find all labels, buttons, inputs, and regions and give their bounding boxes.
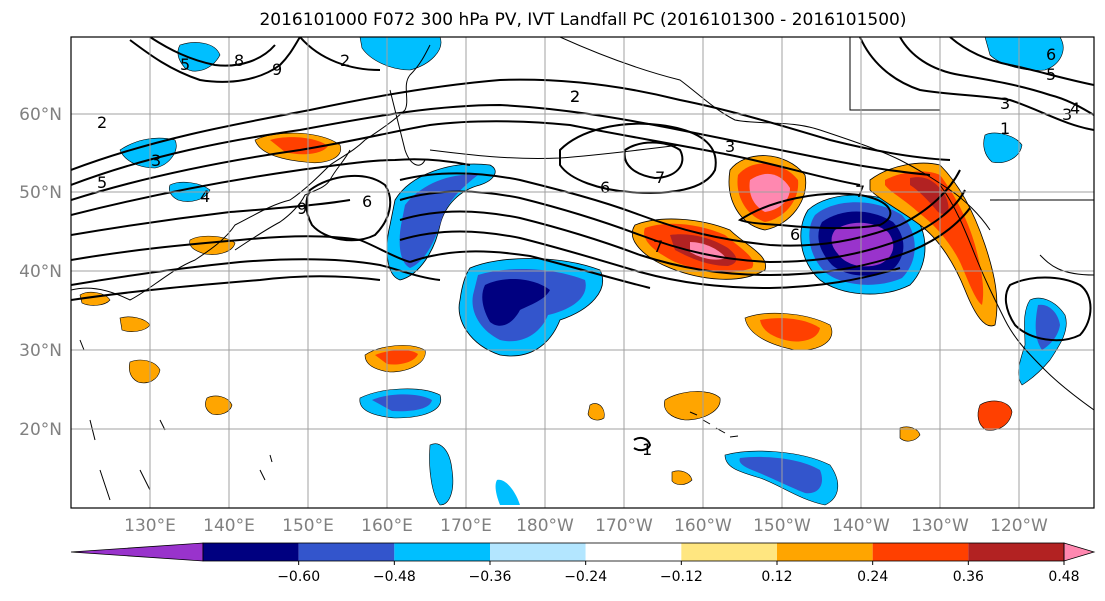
hawaii <box>689 411 739 438</box>
colorbar-extend-high <box>1063 542 1096 562</box>
contour-label: 6 <box>362 192 372 211</box>
lat-label: 50°N <box>19 183 62 203</box>
map-content: 2 2 8 9 2 3 5 4 6 9 5 2 3 6 7 7 6 7 3 6 <box>71 37 1094 508</box>
colorbar-tick-label: −0.48 <box>373 569 416 585</box>
contour-label: 1 <box>642 440 652 459</box>
colorbar-segment <box>585 543 682 561</box>
colorbar-tick-label: 0.24 <box>857 569 888 585</box>
colorbar-tick-label: −0.24 <box>564 569 607 585</box>
na-coast <box>939 184 1094 411</box>
colorbar-extend-low <box>70 542 204 562</box>
lon-label: 120°W <box>990 516 1048 536</box>
contour-label: 8 <box>234 51 244 70</box>
contour-label: 7 <box>655 168 665 187</box>
shading-layer <box>79 37 1067 506</box>
colorbar-tick-label: 0.12 <box>761 569 792 585</box>
lon-label: 130°E <box>124 516 176 536</box>
contour-label: 9 <box>272 60 282 79</box>
na-borders <box>849 37 1094 276</box>
contour-label: 5 <box>97 173 107 192</box>
lat-label: 40°N <box>19 262 62 282</box>
colorbar-segment <box>872 543 969 561</box>
colorbar-tick-label: −0.36 <box>469 569 512 585</box>
map-frame <box>70 36 1095 509</box>
colorbar-segment <box>681 543 777 561</box>
contour-label: 4 <box>200 187 210 206</box>
japan-coast <box>234 149 351 251</box>
contour-label: 7 <box>653 237 663 256</box>
colorbar-tick-label: −0.12 <box>660 569 703 585</box>
lat-label: 60°N <box>19 105 62 125</box>
pv-contours <box>71 37 1094 452</box>
lon-label: 170°E <box>440 516 492 536</box>
islands-west <box>79 339 273 501</box>
contour-label: 2 <box>570 87 580 106</box>
map-panel: 2 2 8 9 2 3 5 4 6 9 5 2 3 6 7 7 6 7 3 6 <box>19 36 1095 536</box>
lon-label: 180°W <box>516 516 574 536</box>
contour-label: 2 <box>97 113 107 132</box>
lon-label: 140°E <box>203 516 255 536</box>
contour-label: 3 <box>1000 94 1010 113</box>
contour-label: 9 <box>297 199 307 218</box>
lon-label: 140°W <box>832 516 890 536</box>
contour-label: 2 <box>570 87 580 106</box>
lon-labels: 130°E 140°E 150°E 160°E 170°E 180°W 170°… <box>124 516 1048 536</box>
colorbar-tick-label: 0.48 <box>1048 569 1079 585</box>
contour-label: 6 <box>1046 45 1056 64</box>
contour-label: 5 <box>180 55 190 74</box>
contour-label: 3 <box>725 137 735 156</box>
colorbar-segment <box>394 543 490 561</box>
lon-label: 150°W <box>753 516 811 536</box>
colorbar: −0.60 −0.48 −0.36 −0.24 −0.12 0.12 0.24 0.36 0.4… <box>70 542 1096 585</box>
kamchatka-coast <box>389 89 426 166</box>
contour-label: 3 <box>151 151 161 170</box>
contour-label: 6 <box>600 178 610 197</box>
map-title: 2016101000 F072 300 hPa PV, IVT Landfall… <box>259 10 906 30</box>
colorbar-segment <box>968 543 1064 561</box>
contour-label: 4 <box>1070 99 1080 118</box>
lon-label: 160°E <box>361 516 413 536</box>
lon-label: 130°W <box>911 516 969 536</box>
lon-label: 150°E <box>282 516 334 536</box>
colorbar-tick-label: 0.36 <box>953 569 984 585</box>
colorbar-tick-label: −0.60 <box>277 569 320 585</box>
contour-label: 5 <box>1046 65 1056 84</box>
lat-label: 20°N <box>19 420 62 440</box>
lat-labels: 60°N 50°N 40°N 30°N 20°N <box>19 105 62 440</box>
asia-coast <box>71 44 431 301</box>
colorbar-segment <box>203 543 299 561</box>
colorbar-segment <box>490 543 586 561</box>
gridlines <box>71 37 1094 508</box>
colorbar-frame <box>202 542 1065 562</box>
lon-label: 160°W <box>674 516 732 536</box>
colorbar-segment <box>298 543 395 561</box>
contour-label: 1 <box>1000 119 1010 138</box>
contour-label: 6 <box>790 225 800 244</box>
colorbar-segment <box>777 543 873 561</box>
lat-label: 30°N <box>19 341 62 361</box>
lon-label: 170°W <box>595 516 653 536</box>
contour-label: 2 <box>340 51 350 70</box>
